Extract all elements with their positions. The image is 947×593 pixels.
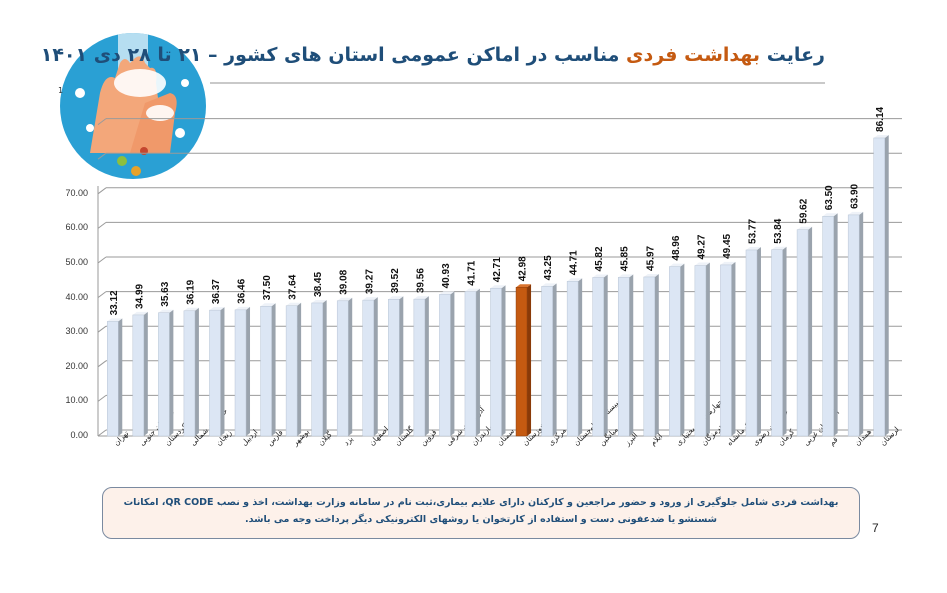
bar-value-label: 37.64	[288, 274, 299, 299]
title-prefix: رعایت	[766, 44, 825, 66]
bar-value-label: 44.71	[569, 250, 580, 275]
y-tick-label: 50.00	[65, 257, 88, 267]
bar-value-label: 33.12	[109, 290, 120, 315]
y-tick-label: 60.00	[65, 222, 88, 233]
bar-value-label: 43.25	[543, 255, 554, 280]
y-tick-label: 20.00	[65, 360, 88, 371]
handwashing-icon	[60, 33, 206, 179]
bar-value-label: 39.52	[390, 268, 401, 293]
bar-value-label: 45.97	[645, 245, 656, 270]
y-tick-label: 40.00	[65, 291, 88, 302]
bar-value-label: 35.63	[160, 281, 171, 306]
y-tick-label: 30.00	[65, 326, 88, 337]
bar-value-label: 63.50	[824, 185, 835, 210]
footer-note: بهداشت فردی شامل جلوگیری از ورود و حضور …	[102, 487, 860, 539]
bar: 63.50 قم	[822, 185, 840, 448]
bar-value-label: 39.08	[339, 269, 350, 294]
y-tick-label: 70.00	[65, 187, 88, 198]
y-tick-label: 0.00	[70, 430, 88, 440]
logo-marker: 1	[58, 86, 64, 95]
y-tick-label: 10.00	[65, 395, 88, 406]
bar-value-label: 34.99	[134, 283, 145, 308]
title-highlight: بهداشت فردی	[626, 44, 761, 66]
bar-value-label: 45.82	[594, 246, 605, 271]
title-divider	[210, 82, 825, 84]
bar-value-label: 49.27	[696, 234, 707, 259]
bar-value-label: 37.50	[262, 275, 273, 300]
bar-value-label: 39.56	[415, 268, 426, 293]
page-title: رعایت بهداشت فردی مناسب در اماکن عمومی ا…	[41, 44, 825, 78]
bar-value-label: 42.98	[518, 256, 529, 281]
bar-value-label: 36.19	[185, 279, 196, 304]
x-category-label: قم	[827, 435, 840, 448]
bar-value-label: 38.45	[313, 272, 324, 297]
page-number: 7	[872, 521, 879, 535]
bar-value-label: 63.90	[850, 183, 861, 208]
bar-value-label: 36.37	[211, 279, 222, 304]
bar-value-label: 42.71	[492, 257, 503, 282]
bar-value-label: 59.62	[799, 198, 810, 223]
bar-value-label: 40.93	[441, 263, 452, 288]
bar-value-label: 53.84	[773, 218, 784, 243]
bar-value-label: 39.27	[364, 269, 375, 294]
bar-value-label: 36.46	[237, 278, 248, 303]
bar-value-label: 45.85	[620, 246, 631, 271]
title-suffix: مناسب در اماکن عمومی استان های کشور – ۲۱…	[40, 44, 620, 66]
bar-value-label: 41.71	[466, 260, 477, 285]
bar-value-label: 49.45	[722, 233, 733, 258]
bar-value-label: 53.77	[747, 218, 758, 243]
bar-value-label: 86.14	[875, 106, 886, 131]
bar-value-label: 48.96	[671, 235, 682, 260]
